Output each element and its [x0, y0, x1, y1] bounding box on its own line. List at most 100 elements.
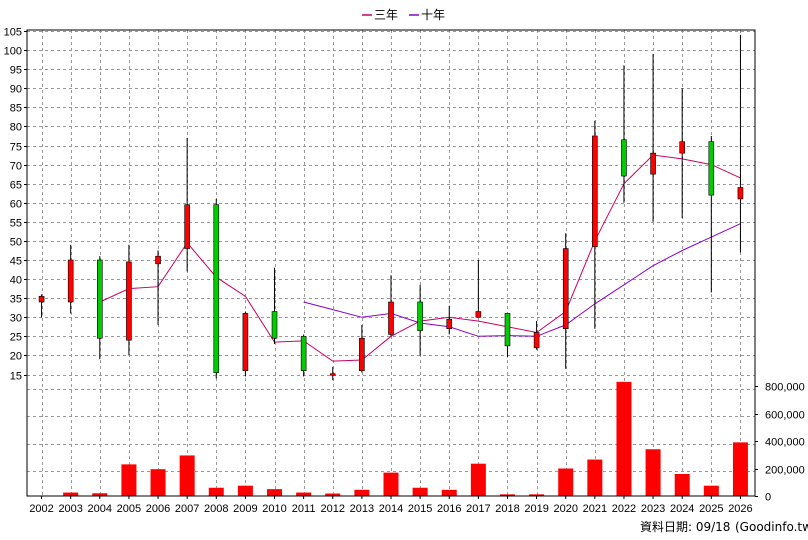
- volume-tick-label: 0: [765, 492, 771, 504]
- price-tick-label: 65: [10, 180, 22, 192]
- volume-bar: [645, 449, 661, 496]
- volume-bar: [499, 494, 515, 496]
- ma-line-10yr: [303, 223, 741, 337]
- candle-body: [737, 187, 744, 200]
- price-tick-label: 105: [4, 27, 22, 39]
- volume-tick-label: 600,000: [765, 410, 805, 422]
- price-tick-label: 20: [10, 351, 22, 363]
- year-tick-label: 2024: [670, 503, 694, 515]
- price-tick-label: 25: [10, 332, 22, 344]
- year-tick-label: 2015: [408, 503, 432, 515]
- volume-bar: [587, 459, 603, 496]
- price-tick-label: 80: [10, 122, 22, 134]
- price-tick-label: 35: [10, 294, 22, 306]
- volume-bar: [325, 493, 341, 496]
- volume-bar: [441, 489, 457, 496]
- year-tick-label: 2002: [29, 503, 53, 515]
- price-tick-label: 55: [10, 218, 22, 230]
- candlesticks: [38, 34, 744, 381]
- plot-frame: [26, 29, 756, 497]
- year-tick-label: 2003: [58, 503, 82, 515]
- year-tick-label: 2023: [641, 503, 665, 515]
- volume-bar: [296, 492, 312, 496]
- year-tick-label: 2009: [233, 503, 257, 515]
- candle-body: [242, 313, 249, 371]
- candle-body: [621, 139, 627, 177]
- year-tick-label: 2017: [466, 503, 490, 515]
- volume-bar: [674, 474, 690, 496]
- price-tick-label: 70: [10, 161, 22, 173]
- candle-body: [533, 332, 540, 349]
- price-tick-label: 40: [10, 275, 22, 287]
- volume-bar: [354, 489, 370, 496]
- candle-body: [67, 259, 74, 303]
- candle-body: [592, 135, 598, 247]
- candle-body: [475, 311, 482, 318]
- year-tick-label: 2012: [321, 503, 345, 515]
- candle-body: [504, 313, 511, 347]
- year-tick-label: 2005: [117, 503, 141, 515]
- source-date: 資料日期: 09/18: [640, 520, 730, 534]
- year-axis: 2002 2003 2004 2005 2006 2007 2008 2009 2010 2011…: [29, 496, 753, 515]
- year-tick-label: 2014: [379, 503, 403, 515]
- price-tick-label: 100: [4, 46, 22, 58]
- year-tick-label: 2020: [553, 503, 577, 515]
- price-tick-label: 85: [10, 103, 22, 115]
- volume-tick-label: 200,000: [765, 465, 805, 477]
- volume-bar: [179, 455, 195, 496]
- candle-body: [562, 248, 569, 330]
- price-tick-label: 75: [10, 142, 22, 154]
- candle-body: [184, 204, 190, 249]
- year-tick-label: 2016: [437, 503, 461, 515]
- volume-bar: [529, 494, 545, 496]
- candle-body: [271, 311, 278, 339]
- candle-body: [300, 336, 307, 371]
- legend-10yr-label: 十年: [421, 8, 445, 22]
- grid: [27, 30, 755, 496]
- year-tick-label: 2011: [292, 503, 316, 515]
- year-tick-label: 2008: [204, 503, 228, 515]
- volume-tick-label: 400,000: [765, 437, 805, 449]
- candle-body: [388, 301, 394, 335]
- year-tick-label: 2010: [262, 503, 286, 515]
- volume-bar: [470, 463, 486, 496]
- volume-bars: [34, 381, 748, 496]
- volume-bar: [121, 464, 137, 496]
- price-tick-label: 45: [10, 256, 22, 268]
- candle-body: [329, 373, 336, 376]
- candle-body: [97, 259, 103, 339]
- year-tick-label: 2021: [583, 503, 607, 515]
- year-tick-label: 2018: [495, 503, 519, 515]
- year-tick-label: 2004: [88, 503, 112, 515]
- candle-body: [446, 318, 453, 329]
- price-tick-label: 50: [10, 237, 22, 249]
- price-tick-label: 15: [10, 371, 22, 383]
- volume-bar: [383, 472, 399, 496]
- candle-body: [38, 295, 45, 303]
- volume-bar: [703, 485, 719, 496]
- candle-body: [213, 204, 220, 373]
- candle-body: [417, 301, 423, 331]
- volume-bar: [412, 487, 428, 496]
- price-tick-label: 30: [10, 313, 22, 325]
- candle-body: [126, 261, 132, 341]
- volume-bar: [63, 492, 79, 496]
- candle-body: [650, 152, 656, 175]
- volume-bar: [150, 469, 166, 496]
- candle-body: [359, 337, 365, 371]
- volume-bar: [267, 489, 283, 496]
- year-tick-label: 2019: [524, 503, 548, 515]
- volume-bar: [732, 442, 748, 496]
- price-axis: 15 20 25 30 35 40 45 50 55 60 65 70 75 80 85 90 95 100 105: [4, 27, 27, 383]
- legend-3yr-label: 三年: [374, 8, 398, 22]
- volume-bar: [92, 493, 108, 496]
- volume-bar: [237, 485, 253, 496]
- legend: 三年 十年: [362, 8, 445, 22]
- year-tick-label: 2006: [146, 503, 170, 515]
- candle-body: [679, 141, 686, 154]
- price-tick-label: 90: [10, 84, 22, 96]
- candle-body: [155, 255, 161, 265]
- price-tick-label: 95: [10, 65, 22, 77]
- year-tick-label: 2025: [699, 503, 723, 515]
